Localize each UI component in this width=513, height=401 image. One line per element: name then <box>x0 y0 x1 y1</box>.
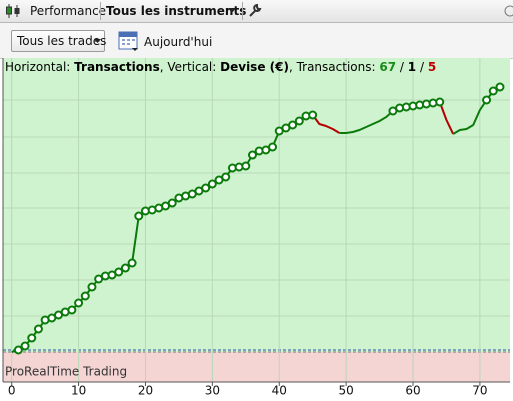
separator: / <box>400 60 405 74</box>
date-label[interactable]: Aujourd'hui <box>144 35 213 49</box>
x-tick-label: 50 <box>338 384 353 398</box>
x-axis-area <box>0 382 513 401</box>
trade-marker <box>288 120 298 130</box>
trade-marker <box>33 324 43 334</box>
header-text: , Vertical: <box>160 60 217 74</box>
header-text: Transactions <box>74 60 160 74</box>
trade-marker <box>114 267 124 277</box>
trade-marker <box>134 211 144 221</box>
dropdown-arrow <box>228 8 236 13</box>
x-tick-label: 40 <box>272 384 287 398</box>
instrument-menu[interactable]: Tous les instruments <box>106 4 247 18</box>
trade-marker <box>221 172 231 182</box>
count: 5 <box>428 60 436 74</box>
header-text: Horizontal: <box>5 60 70 74</box>
trade-marker <box>488 86 498 96</box>
loss-zone <box>3 352 510 382</box>
trades-dropdown[interactable]: Tous les trades <box>11 30 107 52</box>
trade-marker <box>80 291 90 301</box>
trade-marker <box>167 198 177 208</box>
trade-marker <box>13 345 23 355</box>
x-tick-label: 30 <box>205 384 220 398</box>
separator <box>242 2 243 20</box>
count: 1 <box>408 60 416 74</box>
chart: Horizontal: Transactions, Vertical: Devi… <box>0 58 513 401</box>
trade-marker <box>87 282 97 292</box>
performance-icon <box>6 4 20 18</box>
equity-line <box>438 101 455 135</box>
x-tick-label: 20 <box>138 384 153 398</box>
trade-marker <box>268 142 278 152</box>
separator <box>100 2 101 20</box>
trade-marker <box>482 95 492 105</box>
x-tick-label: 0 <box>8 384 16 398</box>
toolbar: Performance Tous les instruments <box>0 0 513 23</box>
trade-marker <box>241 161 251 171</box>
trade-marker <box>74 298 84 308</box>
x-tick-label: 10 <box>71 384 86 398</box>
x-tick-label: 60 <box>405 384 420 398</box>
trade-marker <box>201 183 211 193</box>
trade-marker <box>495 82 505 92</box>
dropdown-arrow <box>94 39 101 43</box>
settings-icon[interactable] <box>248 3 262 18</box>
x-tick-label: 70 <box>472 384 487 398</box>
calendar-icon[interactable] <box>118 30 140 52</box>
count: 67 <box>379 60 396 74</box>
grid-layout <box>3 99 510 317</box>
trade-marker <box>207 179 217 189</box>
trade-marker <box>294 116 304 126</box>
trade-marker <box>247 150 257 160</box>
trades-menu-label: Tous les trades <box>17 34 107 48</box>
equity-line <box>311 114 340 134</box>
trade-marker <box>20 341 30 351</box>
trade-marker <box>127 258 137 268</box>
watermark: ProRealTime Trading <box>5 365 127 379</box>
trade-marker <box>308 110 318 120</box>
trade-marker <box>435 97 445 107</box>
trade-marker <box>27 333 37 343</box>
trade-marker <box>67 305 77 315</box>
filter-bar: Tous les trades Aujourd'hui <box>0 23 513 59</box>
chart-header: Horizontal: Transactions, Vertical: Devi… <box>5 60 436 74</box>
header-text: , Transactions: <box>289 60 376 74</box>
separator: / <box>420 60 425 74</box>
performance-tab[interactable]: Performance <box>30 4 107 18</box>
header-text: Devise (€) <box>220 60 289 74</box>
trade-marker <box>120 263 130 273</box>
close-icon[interactable] <box>502 5 513 17</box>
